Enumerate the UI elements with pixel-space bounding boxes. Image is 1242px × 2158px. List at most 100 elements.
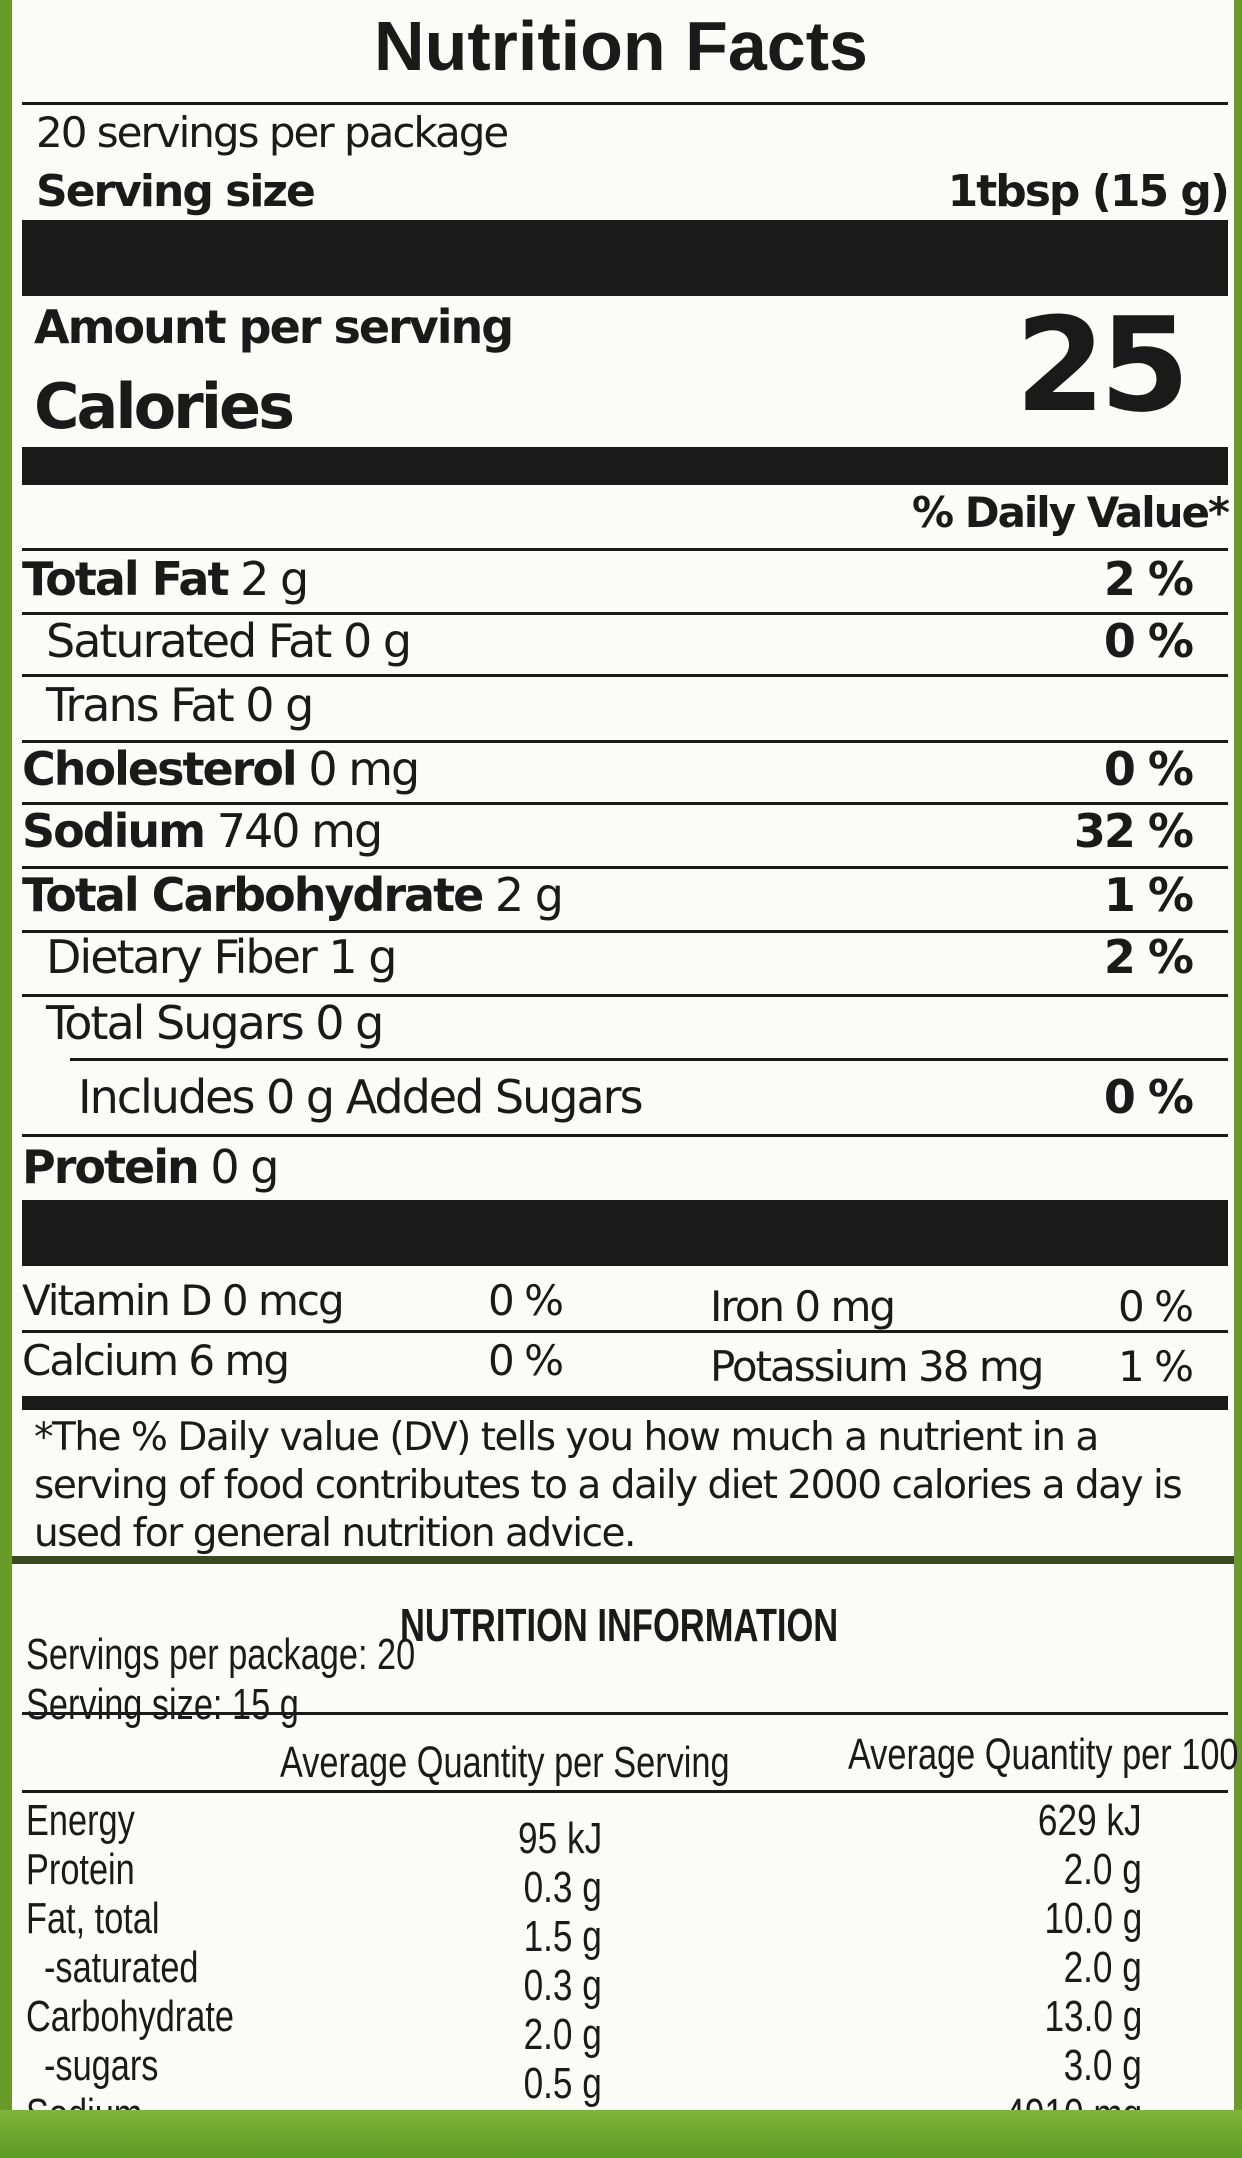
divider (22, 548, 1228, 551)
nutrient-amount: 0 g (245, 678, 314, 732)
daily-value-header: % Daily Value* (912, 488, 1230, 537)
info-per-100g: 2.0 g (1063, 1845, 1142, 1894)
nutrient-name: Sodium (22, 804, 206, 858)
mineral-dv: 1 % (1118, 1342, 1194, 1391)
nutrient-amount: 2 g (494, 868, 564, 922)
divider (22, 1330, 1228, 1333)
info-per-100g: 629 kJ (1038, 1796, 1142, 1845)
info-label: -sugars (44, 2041, 159, 2090)
thick-bar (22, 1396, 1228, 1410)
mineral-name: Iron 0 mg (710, 1282, 896, 1331)
info-serving-size: Serving size: 15 g (26, 1680, 299, 1729)
nutrient-dv: 0 % (1103, 614, 1194, 668)
info-per-serving: 0.3 g (523, 1961, 602, 2010)
divider (22, 1790, 1228, 1793)
col-header-serving: Average Quantity per Serving (280, 1738, 730, 1787)
info-per-serving: 95 kJ (517, 1814, 602, 1863)
divider (22, 740, 1228, 743)
info-label: -saturated (44, 1943, 199, 1992)
background (0, 2110, 1242, 2158)
nutrient-row-added-sugars: Includes 0 g Added Sugars 0 % (22, 1070, 1194, 1124)
mineral-dv: 0 % (488, 1336, 564, 1385)
thick-bar (22, 447, 1228, 485)
divider (22, 866, 1228, 869)
nutrient-dv: 1 % (1103, 868, 1194, 922)
nutrition-label (12, 0, 1234, 2158)
info-per-100g: 2.0 g (1063, 1943, 1142, 1992)
nutrient-name: Cholesterol (22, 742, 298, 796)
info-label: Energy (26, 1796, 135, 1845)
nutrient-dv: 2 % (1103, 552, 1194, 606)
nutrient-row-sodium: Sodium 740 mg 32 % (22, 804, 1194, 858)
nutrient-name: Protein (22, 1140, 200, 1194)
nutrient-name: Includes 0 g Added Sugars (78, 1070, 644, 1124)
nutrient-row-saturated-fat: Saturated Fat 0 g 0 % (22, 614, 1194, 668)
thick-bar (22, 1200, 1228, 1266)
mineral-name: Potassium 38 mg (710, 1342, 1044, 1391)
divider (22, 102, 1228, 105)
divider (22, 994, 1228, 997)
nutrient-name: Total Sugars (46, 996, 305, 1050)
nutrient-amount: 0 g (315, 996, 384, 1050)
section-border (12, 1556, 1234, 1564)
nutrient-row-total-sugars: Total Sugars 0 g (22, 996, 1192, 1050)
nutrient-row-total-carbohydrate: Total Carbohydrate 2 g 1 % (22, 868, 1194, 922)
nutrient-amount: 740 mg (216, 804, 383, 858)
thick-bar (22, 220, 1228, 296)
nutrient-name: Total Fat (22, 552, 229, 606)
divider (22, 930, 1228, 933)
mineral-name: Calcium 6 mg (22, 1336, 290, 1385)
divider (22, 674, 1228, 677)
nutrient-row-dietary-fiber: Dietary Fiber 1 g 2 % (22, 930, 1194, 984)
divider (22, 1712, 1228, 1715)
serving-size-value: 1tbsp (15 g) (947, 166, 1230, 217)
mineral-dv: 0 % (488, 1276, 564, 1325)
nutrient-name: Trans Fat (46, 678, 235, 732)
info-per-100g: 10.0 g (1044, 1894, 1142, 1943)
nutrient-dv: 0 % (1103, 1070, 1194, 1124)
nutrient-amount: 0 g (342, 614, 412, 668)
col-header-100g: Average Quantity per 100 g (848, 1730, 1242, 1779)
nutrient-row-protein: Protein 0 g (22, 1140, 1192, 1194)
info-per-100g: 3.0 g (1063, 2041, 1142, 2090)
footnote: *The % Daily value (DV) tells you how mu… (34, 1415, 1183, 1556)
nutrient-dv: 32 % (1073, 804, 1194, 858)
servings-per-package: 20 servings per package (36, 108, 509, 157)
info-servings: Servings per package: 20 (26, 1630, 416, 1679)
serving-size-label: Serving size (36, 166, 316, 217)
nutrient-name: Dietary Fiber (46, 930, 318, 984)
mineral-calcium: Calcium 6 mg 0 % (22, 1336, 564, 1385)
calories-label: Calories (34, 370, 295, 443)
info-title: NUTRITION INFORMATION (400, 1599, 839, 1651)
mineral-name: Vitamin D 0 mcg (22, 1276, 345, 1325)
amount-per-serving: Amount per serving (34, 300, 514, 354)
info-per-serving: 2.0 g (523, 2010, 602, 2059)
nutrient-amount: 2 g (240, 552, 309, 606)
nutrient-name: Total Carbohydrate (22, 868, 484, 922)
nutrient-row-total-fat: Total Fat 2 g 2 % (22, 552, 1194, 606)
info-label: Protein (26, 1845, 135, 1894)
info-per-serving: 0.5 g (523, 2059, 602, 2108)
info-per-serving: 1.5 g (523, 1912, 602, 1961)
nutrient-row-trans-fat: Trans Fat 0 g (22, 678, 1192, 732)
nutrient-amount: 1 g (328, 930, 397, 984)
info-per-100g: 13.0 g (1044, 1992, 1142, 2041)
mineral-dv: 0 % (1118, 1282, 1194, 1331)
label-title: Nutrition Facts (374, 7, 868, 85)
mineral-iron: Iron 0 mg 0 % (710, 1282, 1194, 1331)
nutrient-name: Saturated Fat (46, 614, 332, 668)
info-label: Carbohydrate (26, 1992, 234, 2041)
divider (22, 612, 1228, 615)
mineral-vitamin-d: Vitamin D 0 mcg 0 % (22, 1276, 564, 1325)
calories-value: 25 (1015, 289, 1190, 441)
info-label: Fat, total (26, 1894, 160, 1943)
divider (22, 1134, 1228, 1137)
nutrient-row-cholesterol: Cholesterol 0 mg 0 % (22, 742, 1194, 796)
divider (22, 802, 1228, 805)
nutrient-amount: 0 mg (308, 742, 420, 796)
mineral-potassium: Potassium 38 mg 1 % (710, 1342, 1194, 1391)
nutrient-amount: 0 g (210, 1140, 279, 1194)
nutrient-dv: 2 % (1103, 930, 1194, 984)
nutrient-dv: 0 % (1103, 742, 1194, 796)
info-per-serving: 0.3 g (523, 1863, 602, 1912)
